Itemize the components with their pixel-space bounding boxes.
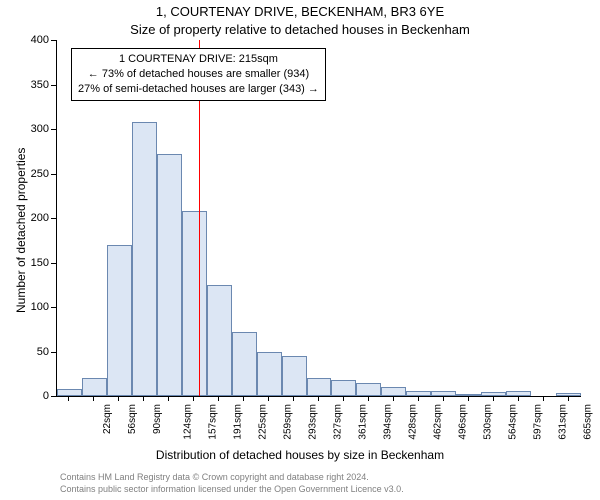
- x-tick: [318, 396, 319, 401]
- y-tick-label: 150: [21, 257, 49, 269]
- x-tick: [418, 396, 419, 401]
- y-tick: [51, 174, 56, 175]
- y-tick: [51, 307, 56, 308]
- x-tick: [243, 396, 244, 401]
- histogram-bar: [157, 154, 182, 396]
- histogram-bar: [331, 380, 356, 396]
- y-tick-label: 200: [21, 212, 49, 224]
- histogram-bar: [57, 389, 82, 396]
- histogram-bar: [307, 378, 332, 396]
- x-tick: [143, 396, 144, 401]
- histogram-bar: [232, 332, 257, 396]
- footer-line2: Contains public sector information licen…: [60, 484, 404, 496]
- x-tick: [168, 396, 169, 401]
- histogram-bar: [406, 391, 431, 396]
- y-tick: [51, 352, 56, 353]
- chart-title-line2: Size of property relative to detached ho…: [0, 22, 600, 37]
- chart-container: 1, COURTENAY DRIVE, BECKENHAM, BR3 6YE S…: [0, 0, 600, 500]
- x-tick-label: 597sqm: [532, 404, 543, 440]
- x-tick-label: 428sqm: [407, 404, 418, 440]
- x-tick: [293, 396, 294, 401]
- x-tick: [193, 396, 194, 401]
- x-tick-label: 90sqm: [152, 404, 163, 434]
- y-tick-label: 250: [21, 168, 49, 180]
- x-tick: [93, 396, 94, 401]
- plot-area: 1 COURTENAY DRIVE: 215sqm ← 73% of detac…: [56, 40, 581, 397]
- x-tick: [218, 396, 219, 401]
- x-tick-label: 631sqm: [557, 404, 568, 440]
- y-tick: [51, 218, 56, 219]
- x-tick: [568, 396, 569, 401]
- x-tick-label: 496sqm: [457, 404, 468, 440]
- x-tick-label: 665sqm: [582, 404, 593, 440]
- histogram-bar: [182, 211, 207, 396]
- x-tick: [393, 396, 394, 401]
- histogram-bar: [132, 122, 157, 396]
- x-tick: [543, 396, 544, 401]
- y-tick-label: 100: [21, 301, 49, 313]
- footer-attribution: Contains HM Land Registry data © Crown c…: [60, 472, 404, 495]
- x-tick: [518, 396, 519, 401]
- x-tick-label: 394sqm: [383, 404, 394, 440]
- x-tick-label: 361sqm: [358, 404, 369, 440]
- histogram-bar: [282, 356, 307, 396]
- x-tick-label: 157sqm: [208, 404, 219, 440]
- y-tick: [51, 263, 56, 264]
- y-tick: [51, 40, 56, 41]
- x-tick: [368, 396, 369, 401]
- x-tick-label: 293sqm: [308, 404, 319, 440]
- histogram-bar: [431, 391, 456, 396]
- x-tick: [468, 396, 469, 401]
- y-tick: [51, 85, 56, 86]
- x-tick: [68, 396, 69, 401]
- histogram-bar: [556, 393, 581, 396]
- x-tick-label: 259sqm: [283, 404, 294, 440]
- histogram-bar: [107, 245, 132, 396]
- histogram-bar: [456, 394, 481, 396]
- x-tick-label: 462sqm: [432, 404, 443, 440]
- histogram-bar: [82, 378, 107, 396]
- y-tick: [51, 129, 56, 130]
- y-tick-label: 400: [21, 34, 49, 46]
- x-tick: [443, 396, 444, 401]
- annotation-line2: ← 73% of detached houses are smaller (93…: [78, 67, 319, 82]
- y-tick: [51, 396, 56, 397]
- x-tick: [493, 396, 494, 401]
- annotation-line3: 27% of semi-detached houses are larger (…: [78, 82, 319, 97]
- x-axis-label: Distribution of detached houses by size …: [0, 448, 600, 462]
- y-tick-label: 0: [21, 390, 49, 402]
- footer-line1: Contains HM Land Registry data © Crown c…: [60, 472, 404, 484]
- x-tick-label: 327sqm: [333, 404, 344, 440]
- annotation-line1: 1 COURTENAY DRIVE: 215sqm: [78, 52, 319, 67]
- x-tick-label: 56sqm: [127, 404, 138, 434]
- histogram-bar: [506, 391, 531, 396]
- x-tick-label: 191sqm: [233, 404, 244, 440]
- histogram-bar: [207, 285, 232, 396]
- x-tick: [268, 396, 269, 401]
- histogram-bar: [381, 387, 406, 396]
- histogram-bar: [356, 383, 381, 396]
- x-tick-label: 530sqm: [482, 404, 493, 440]
- x-tick-label: 124sqm: [183, 404, 194, 440]
- chart-title-line1: 1, COURTENAY DRIVE, BECKENHAM, BR3 6YE: [0, 4, 600, 19]
- x-tick-label: 225sqm: [258, 404, 269, 440]
- y-tick-label: 300: [21, 123, 49, 135]
- y-tick-label: 50: [21, 346, 49, 358]
- x-tick: [343, 396, 344, 401]
- histogram-bar: [481, 392, 506, 396]
- x-tick-label: 564sqm: [507, 404, 518, 440]
- x-tick-label: 22sqm: [102, 404, 113, 434]
- annotation-box: 1 COURTENAY DRIVE: 215sqm ← 73% of detac…: [71, 48, 326, 101]
- y-tick-label: 350: [21, 79, 49, 91]
- histogram-bar: [257, 352, 282, 397]
- x-tick: [118, 396, 119, 401]
